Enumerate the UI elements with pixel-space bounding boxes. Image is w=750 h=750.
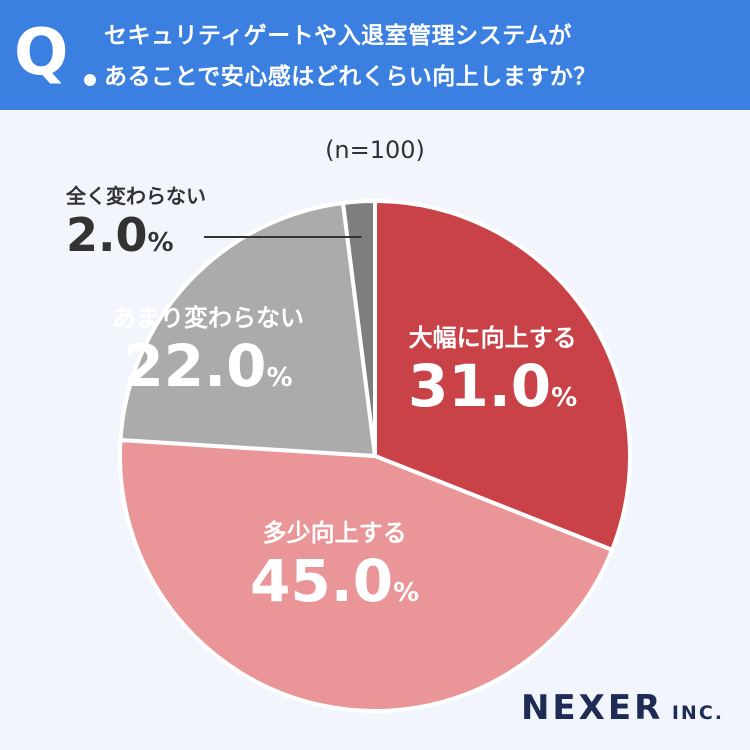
slice-value-line: 2.0% — [66, 209, 206, 269]
slice-no-change — [341, 199, 377, 458]
slice-label-large-improvement: 大幅に向上する 31.0% — [408, 318, 577, 431]
slice-little-change — [118, 201, 377, 458]
slice-value: 2.0 — [66, 208, 148, 262]
slice-label-no-change: 全く変わらない 2.0% — [66, 180, 206, 269]
question-text-line-1: セキュリティゲートや入退室管理システムが — [104, 23, 572, 49]
nexer-logo: NEXER INC. — [521, 688, 724, 728]
percent-sign: % — [147, 228, 174, 258]
slice-label-little-change: あまり変わらない 22.0% — [112, 298, 304, 411]
slice-value-line: 22.0% — [112, 333, 304, 411]
question-banner: Q セキュリティゲートや入退室管理システムが あることで安心感はどれくらい向上し… — [0, 0, 750, 110]
percent-sign: % — [551, 383, 578, 413]
sample-size: (n=100) — [325, 136, 425, 164]
slice-name: 全く変わらない — [66, 184, 206, 208]
slice-value: 31.0 — [408, 352, 552, 420]
slice-label-some-improvement: 多少向上する 45.0% — [250, 513, 419, 626]
slice-value: 22.0 — [123, 332, 267, 400]
slice-value-line: 31.0% — [408, 353, 577, 431]
slice-large-improvement — [373, 199, 632, 552]
slice-name: 大幅に向上する — [408, 324, 577, 352]
logo-main: NEXER — [520, 688, 664, 728]
question-text-line-2: あることで安心感はどれくらい向上しますか？ — [104, 64, 597, 90]
slice-value-line: 45.0% — [250, 548, 419, 626]
percent-sign: % — [393, 578, 420, 608]
question-mark-letter: Q — [14, 16, 69, 90]
slice-name: 多少向上する — [262, 519, 407, 547]
logo-sub: INC. — [671, 702, 724, 724]
question-mark-dot — [84, 74, 96, 86]
pie-slices — [118, 199, 632, 713]
slice-some-improvement — [118, 437, 615, 713]
slice-value: 45.0 — [250, 547, 394, 615]
slice-name: あまり変わらない — [112, 304, 304, 332]
percent-sign: % — [266, 363, 293, 393]
